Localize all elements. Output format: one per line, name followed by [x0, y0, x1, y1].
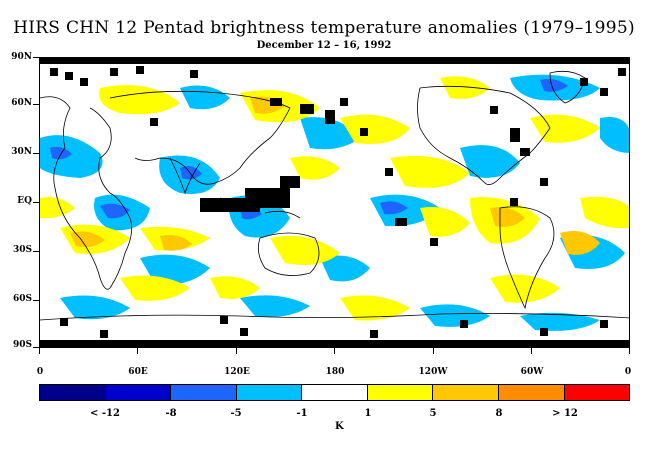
lon-label-120e: 120E: [224, 367, 250, 377]
lon-tick: [433, 348, 434, 354]
lon-tick: [236, 348, 237, 354]
lon-tick: [39, 348, 40, 354]
lon-label-180: 180: [325, 367, 345, 377]
colorbar-label: < -12: [90, 408, 120, 419]
lon-tick: [334, 348, 335, 354]
lon-label-60e: 60E: [128, 367, 148, 377]
colorbar-swatch: [433, 385, 499, 400]
colorbar-swatch: [302, 385, 368, 400]
lon-tick: [629, 348, 630, 354]
lon-tick: [137, 348, 138, 354]
colorbar-swatch: [105, 385, 172, 400]
warm-anomaly-mid: [70, 96, 600, 255]
lat-label-90s: 90S: [12, 340, 32, 350]
coastlines: [40, 70, 629, 321]
map-title: HIRS CHN 12 Pentad brightness temperatur…: [13, 18, 635, 38]
lat-tick: [33, 153, 39, 154]
colorbar-label: 8: [495, 408, 503, 419]
lat-tick: [33, 104, 39, 105]
lat-tick: [33, 300, 39, 301]
colorbar-label: > 12: [552, 408, 578, 419]
colorbar-swatch: [564, 385, 630, 400]
lat-label-60s: 60S: [12, 294, 32, 304]
lon-label-60w: 60W: [520, 367, 544, 377]
lon-label-0: 0: [36, 367, 44, 377]
lat-label-30s: 30S: [12, 245, 32, 255]
color-bar: [39, 384, 630, 401]
colorbar-swatch: [498, 385, 565, 400]
lon-label-120w: 120W: [418, 367, 448, 377]
anomaly-field: [40, 58, 629, 347]
lat-label-90n: 90N: [11, 52, 32, 62]
map-subtitle: December 12 – 16, 1992: [256, 40, 392, 51]
lon-tick: [531, 348, 532, 354]
lat-tick: [33, 57, 39, 58]
colorbar-label: -8: [165, 408, 177, 419]
lat-tick: [33, 202, 39, 203]
lat-label-30n: 30N: [11, 147, 32, 157]
colorbar-swatch: [236, 385, 303, 400]
north-pole-missing-band: [40, 58, 629, 64]
lat-label-60n: 60N: [11, 98, 32, 108]
colorbar-label: 5: [429, 408, 437, 419]
colorbar-label: -1: [296, 408, 308, 419]
lon-label-0-end: 0: [624, 367, 632, 377]
lat-tick: [33, 251, 39, 252]
lat-tick: [33, 347, 39, 348]
anomaly-map: [39, 57, 630, 348]
lat-label-eq: EQ: [17, 196, 32, 206]
colorbar-unit: K: [335, 421, 344, 432]
colorbar-swatch: [367, 385, 434, 400]
colorbar-swatch: [40, 385, 106, 400]
south-pole-missing-band: [40, 340, 629, 347]
colorbar-label: 1: [364, 408, 372, 419]
colorbar-label: -5: [230, 408, 242, 419]
colorbar-swatch: [171, 385, 237, 400]
